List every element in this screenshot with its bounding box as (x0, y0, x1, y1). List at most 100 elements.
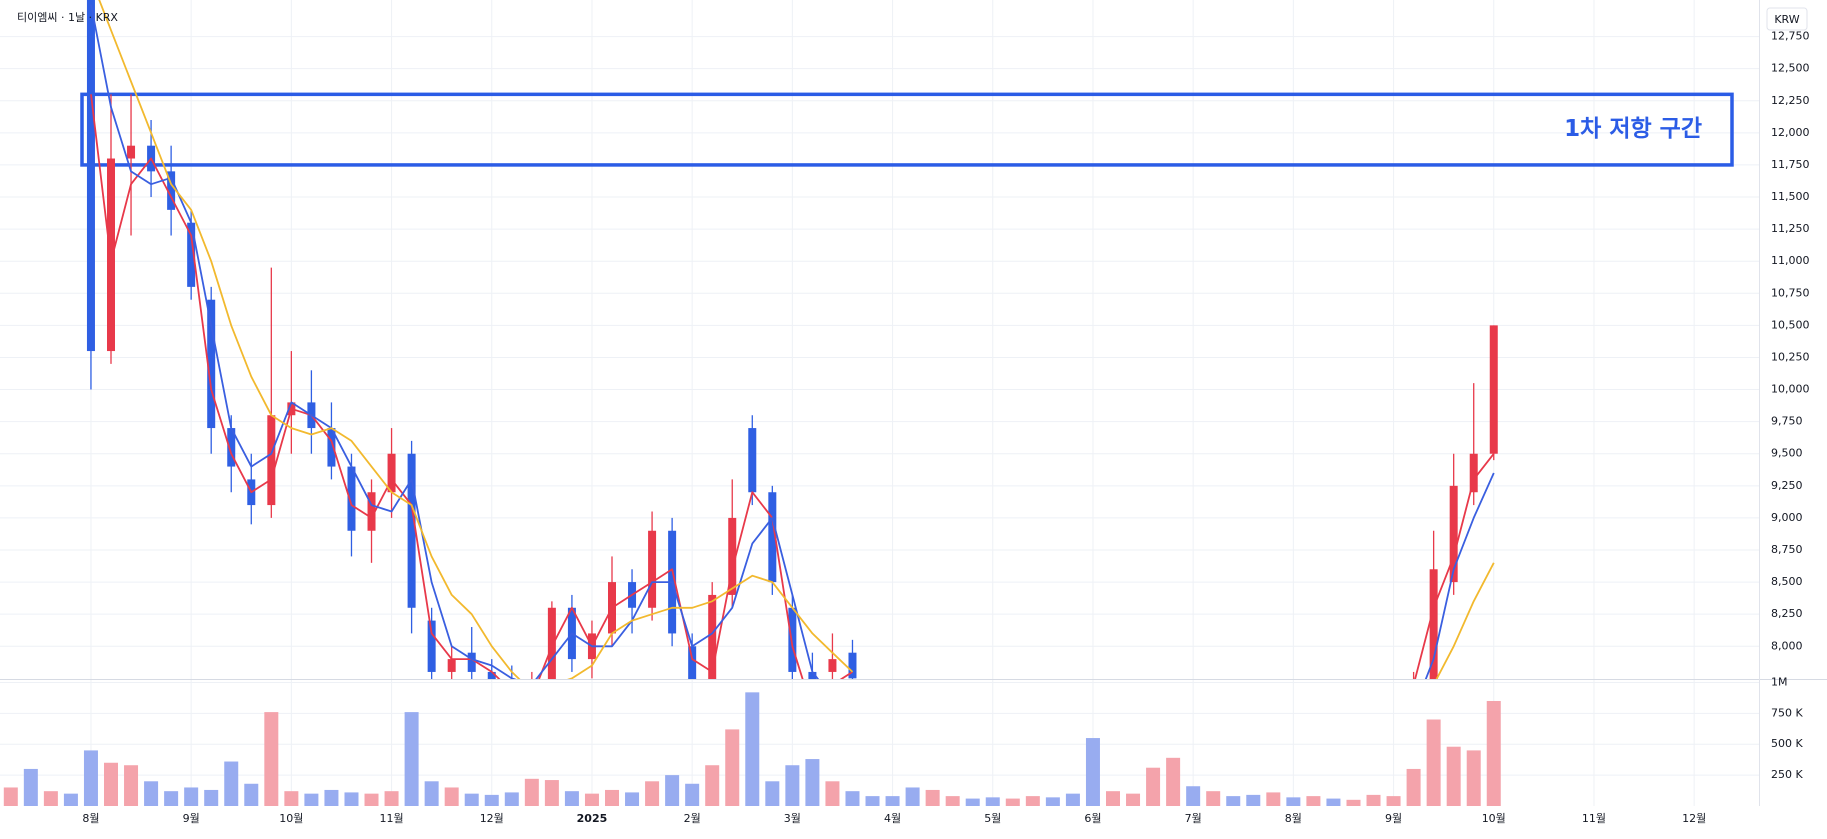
candle-body (427, 620, 436, 672)
candle-body (227, 428, 236, 467)
volume-bar (645, 781, 660, 806)
volume-bar (685, 783, 700, 806)
y-tick-label: 8,750 (1771, 543, 1803, 556)
y-tick-label: 12,750 (1771, 30, 1810, 43)
volume-bar (164, 791, 179, 806)
y-tick-label: 8,500 (1771, 575, 1803, 588)
volume-bar (1045, 797, 1060, 806)
candle-body (1489, 325, 1498, 454)
volume-bar (725, 729, 740, 806)
candle-body (1429, 569, 1438, 679)
candle-body (127, 145, 136, 159)
x-tick-label: 11월 (379, 812, 403, 825)
x-tick-label: 11월 (1582, 812, 1606, 825)
volume-bar (284, 791, 299, 806)
y-tick-label: 8,000 (1771, 639, 1803, 652)
candle-body (1469, 453, 1478, 493)
y-tick-label: 12,500 (1771, 62, 1810, 75)
x-tick-label: 4월 (884, 812, 901, 825)
volume-bar (885, 796, 900, 806)
x-tick-label: 10월 (279, 812, 303, 825)
x-tick-label: 9월 (183, 812, 200, 825)
x-tick-label: 8월 (1285, 812, 1302, 825)
volume-bar (304, 793, 319, 806)
volume-bar (1326, 798, 1341, 806)
candle-body (407, 453, 416, 608)
volume-bar (424, 781, 439, 806)
y-tick-label: 9,500 (1771, 447, 1803, 460)
volume-bar (224, 761, 239, 806)
volume-tick-label: 750 K (1771, 706, 1803, 719)
volume-bar (1146, 767, 1161, 806)
x-tick-label: 6월 (1084, 812, 1101, 825)
volume-bar (605, 789, 619, 806)
volume-bar (344, 792, 359, 806)
x-tick-label: 12월 (480, 812, 504, 825)
y-tick-label: 12,000 (1771, 126, 1810, 139)
y-tick-label: 11,000 (1771, 254, 1810, 267)
volume-bar (705, 765, 720, 806)
volume-bar (504, 792, 519, 806)
candle-body (1410, 685, 1418, 724)
x-tick-label: 10월 (1482, 812, 1506, 825)
volume-bar (1065, 793, 1080, 806)
volume-bar (1346, 799, 1361, 806)
volume-bar (805, 759, 820, 806)
candle-body (187, 222, 196, 287)
volume-bar (665, 775, 680, 806)
y-tick-label: 10,500 (1771, 318, 1810, 331)
candle-body (467, 652, 476, 672)
moving-average-line (90, 4, 1495, 679)
volume-bar (83, 750, 98, 806)
currency-label: KRW (1774, 13, 1799, 26)
candle-body (167, 171, 176, 210)
resistance-label: 1차 저항 구간 (1564, 116, 1702, 142)
candle-body (86, 0, 95, 352)
x-tick-label: 5월 (984, 812, 1001, 825)
volume-bar (985, 797, 1000, 806)
candle-body (207, 299, 216, 429)
candle-body (808, 671, 817, 679)
volume-bar (765, 781, 780, 806)
chart-title: 티이엠씨 · 1날 · KRX (17, 11, 118, 24)
axes: 12,750 12,500 12,250 12,000 11,750 11,500 11,2… (82, 30, 1809, 825)
volume-bar (184, 787, 199, 806)
volume-bar (825, 781, 840, 806)
candle-body (828, 659, 837, 672)
y-tick-label: 10,250 (1771, 350, 1810, 363)
volume-bar (63, 793, 78, 806)
y-tick-label: 8,250 (1771, 607, 1803, 620)
volume-bar (324, 789, 339, 806)
candle-body (487, 671, 496, 679)
grid (0, 0, 1759, 806)
candle-body (708, 594, 717, 679)
volume-bar (584, 793, 599, 806)
volume-bar (1286, 797, 1301, 806)
volume-bar (524, 778, 539, 806)
volume-bar (104, 762, 118, 806)
y-tick-label: 9,750 (1771, 415, 1803, 428)
volume-bar (564, 791, 579, 806)
volume-bar (1446, 746, 1461, 806)
candle-body (848, 652, 857, 679)
x-tick-label: 7월 (1185, 812, 1202, 825)
candle-body (788, 607, 797, 672)
volume-bar (965, 798, 980, 806)
currency-badge[interactable] (1766, 7, 1808, 31)
candle-body (447, 659, 456, 672)
volume-bar (625, 792, 640, 806)
y-tick-label: 11,250 (1771, 222, 1810, 235)
volume-bar (1466, 750, 1481, 806)
volume-bar (1406, 768, 1421, 806)
volume-tick-label: 500 K (1771, 737, 1803, 750)
y-tick-label: 11,750 (1771, 158, 1810, 171)
x-tick-label: 12월 (1682, 812, 1706, 825)
volume-pane (3, 692, 1501, 806)
volume-bar (23, 768, 38, 806)
candle-body (367, 492, 376, 531)
candle-body (387, 453, 396, 493)
candle-body (508, 698, 516, 711)
candle-body (547, 607, 556, 679)
volume-bar (1486, 700, 1501, 806)
